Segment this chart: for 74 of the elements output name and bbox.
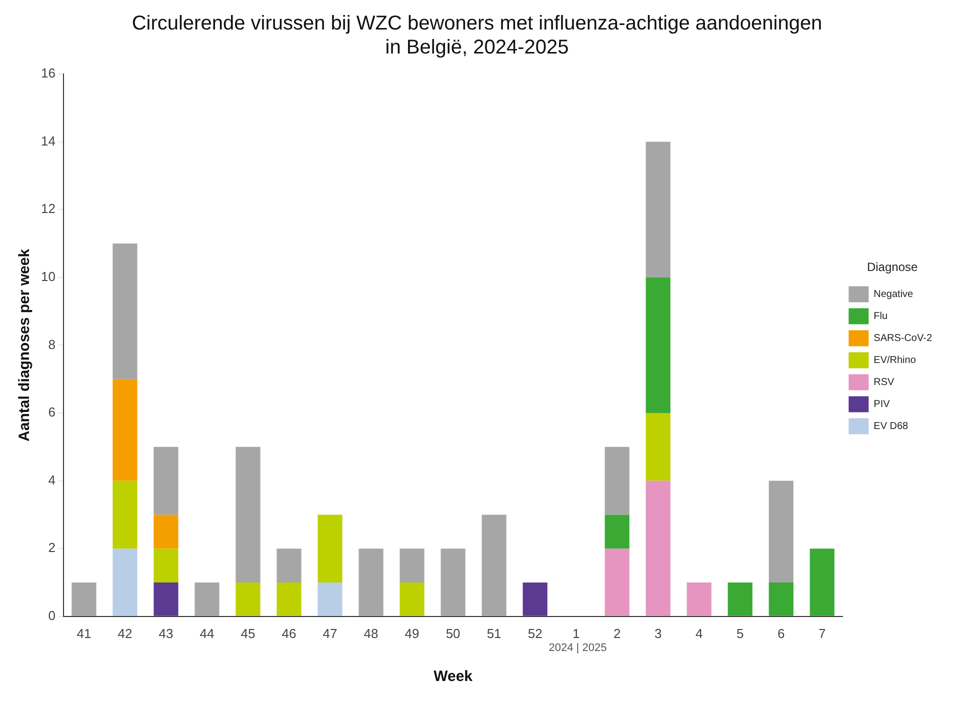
bar [112, 244, 138, 380]
legend-label: PIV [874, 398, 890, 410]
x-tick-label: 44 [200, 626, 214, 641]
x-tick-label: 3 [654, 626, 662, 641]
bar [154, 548, 178, 582]
y-axis-title: Aantal diagnoses per week [16, 248, 34, 442]
bar [646, 480, 670, 616]
y-tick-label: 0 [48, 608, 56, 623]
bar [194, 582, 220, 616]
x-tick-label: 48 [364, 626, 378, 641]
y-tick-label: 4 [48, 472, 56, 488]
legend-label: Flu [874, 310, 888, 322]
legend-label: RSV [874, 376, 895, 388]
x-tick-label: 5 [736, 626, 744, 641]
bar [154, 582, 178, 616]
legend-label: EV/Rhino [874, 354, 916, 366]
bar [154, 446, 178, 515]
x-tick-label: 52 [528, 626, 542, 641]
x-tick-label: 45 [240, 626, 256, 641]
x-tick-label: 46 [282, 626, 296, 641]
bar [768, 582, 794, 616]
bar [810, 548, 834, 616]
legend-label: SARS-CoV-2 [874, 332, 932, 344]
bar [646, 413, 670, 481]
bar [728, 582, 752, 616]
legend-label: EV D68 [874, 420, 909, 432]
bar [768, 480, 794, 582]
y-tick-label: 6 [48, 404, 56, 420]
bar [318, 514, 342, 582]
bar [236, 582, 260, 616]
legend-label: Negative [874, 288, 914, 300]
bar [318, 582, 342, 616]
bar [400, 548, 424, 582]
bar [112, 548, 138, 616]
bar [440, 548, 466, 616]
x-axis-title: Week [434, 668, 474, 686]
x-tick-label: 7 [818, 626, 826, 641]
bar [522, 582, 548, 616]
bar [276, 582, 302, 616]
bar [72, 582, 96, 616]
x-tick-label: 42 [118, 626, 132, 641]
bar [604, 446, 630, 515]
x-tick-label: 49 [404, 626, 420, 641]
text: 2024 | 2025 [548, 642, 607, 654]
bar [604, 514, 630, 549]
x-tick-label: 1 [572, 626, 580, 641]
bar [358, 548, 384, 616]
chart-title: Circulerende virussen bij WZC bewoners met influenza-achtige aandoeningen in België, 2024-2025 [132, 12, 822, 59]
x-tick-label: 2 [613, 626, 621, 641]
y-tick-label: 8 [48, 336, 56, 352]
bar [686, 582, 712, 616]
bar [112, 480, 138, 549]
y-tick-label: 2 [48, 540, 56, 556]
x-tick-label: 47 [322, 626, 338, 641]
x-tick-label: 4 [695, 626, 703, 641]
bar [646, 142, 670, 278]
legend-title: Diagnose [866, 260, 918, 274]
bar [400, 582, 424, 616]
bar [236, 446, 260, 582]
x-tick-label: 51 [486, 626, 502, 641]
x-tick-label: 43 [158, 626, 174, 641]
y-tick-label: 10 [40, 268, 56, 284]
x-tick-label: 41 [76, 626, 92, 641]
x-tick-label: 6 [778, 626, 785, 641]
x-tick-label: 50 [446, 626, 460, 641]
y-tick-label: 14 [40, 133, 56, 148]
bar [154, 514, 178, 549]
y-tick-label: 12 [40, 201, 56, 216]
bar [646, 277, 670, 413]
bar [604, 548, 630, 616]
bar [276, 548, 302, 582]
bar [112, 379, 138, 481]
y-tick-label: 16 [40, 66, 56, 81]
bar [482, 514, 506, 616]
